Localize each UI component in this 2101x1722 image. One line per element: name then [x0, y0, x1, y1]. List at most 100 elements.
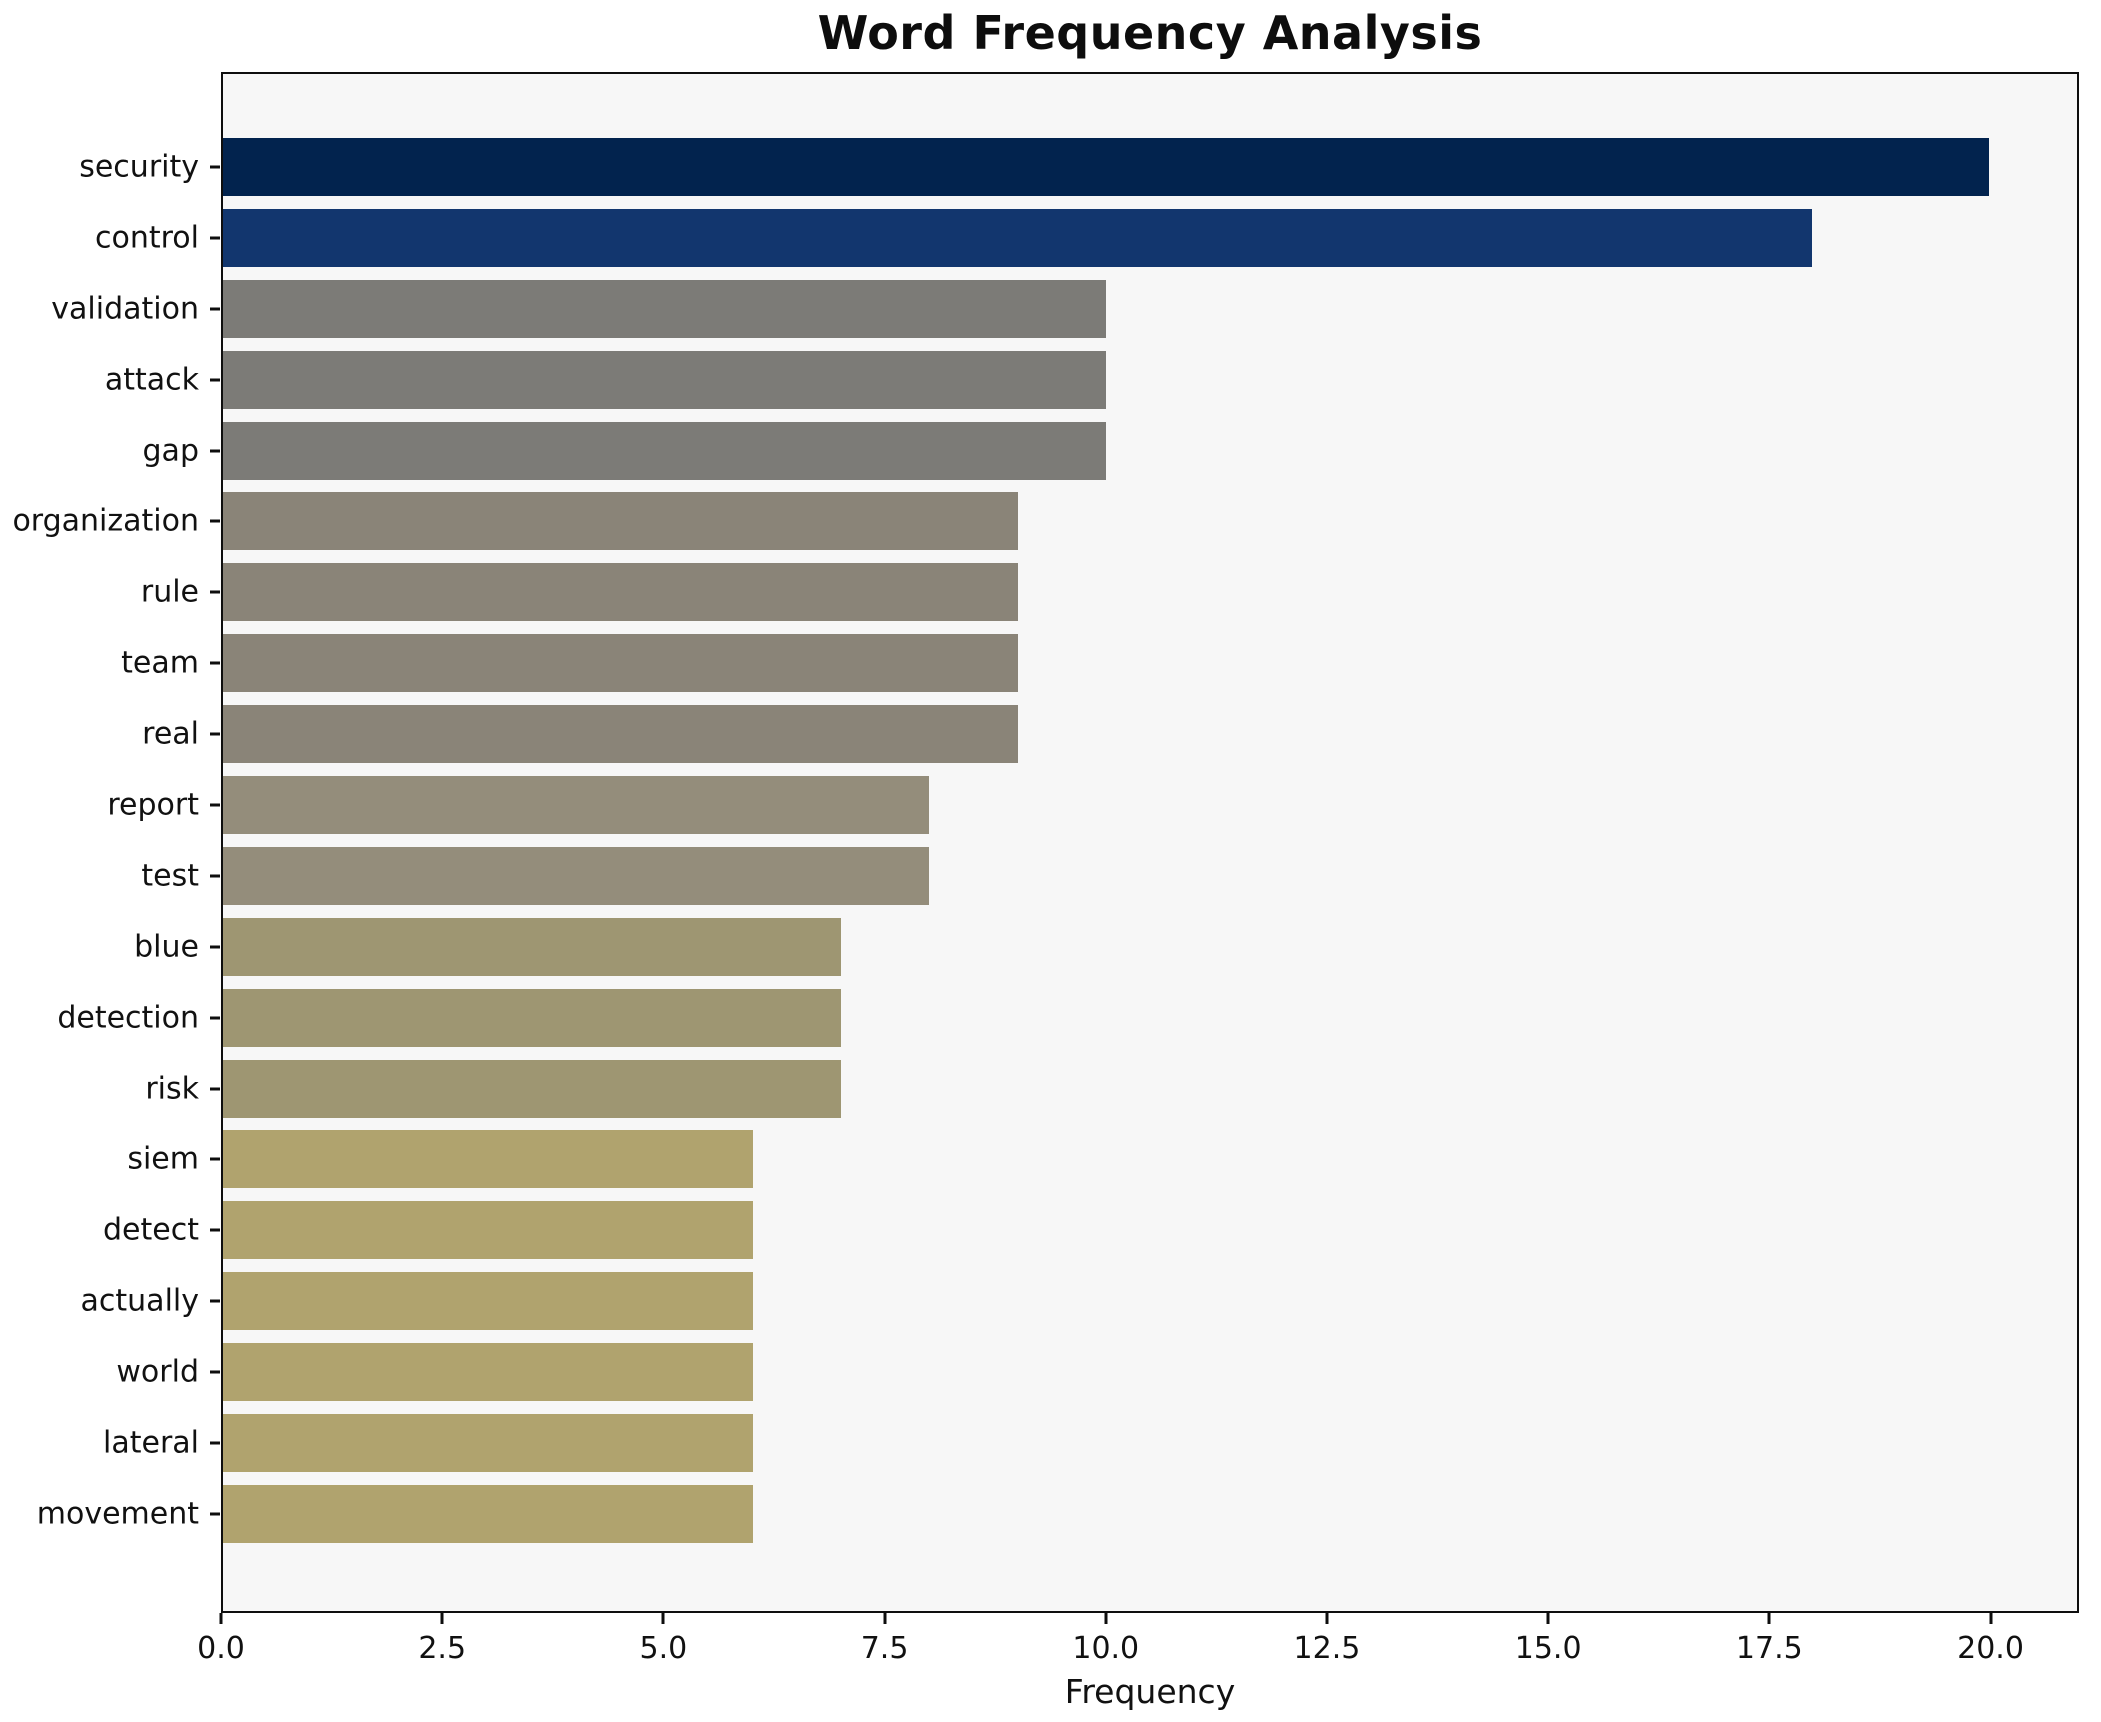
y-tick-mark	[210, 732, 220, 736]
bar-row: security	[79, 138, 2077, 196]
y-tick-label: attack	[104, 362, 199, 398]
y-tick-mark	[210, 165, 220, 169]
bar	[223, 988, 841, 1047]
bar	[223, 421, 1106, 480]
y-tick-label: risk	[145, 1071, 199, 1107]
y-tick-label: world	[116, 1354, 199, 1390]
y-tick-label: blue	[134, 929, 199, 965]
bar-row: rule	[141, 563, 2077, 622]
chart-title: Word Frequency Analysis	[817, 6, 1483, 60]
y-tick-label: actually	[80, 1283, 199, 1319]
bar	[223, 1059, 841, 1118]
y-tick-mark	[210, 874, 220, 878]
y-tick-label: rule	[140, 574, 199, 610]
bar	[223, 492, 1018, 551]
y-tick-mark	[210, 449, 220, 453]
y-tick-mark	[210, 803, 220, 807]
y-tick-label: siem	[127, 1141, 199, 1177]
y-tick-mark	[210, 661, 220, 665]
bar	[223, 846, 930, 905]
plot-area: security control validation attack gap organi…	[12, 72, 2079, 1613]
bar-row: risk	[145, 1059, 2077, 1118]
x-tick-label: 5.0	[639, 1631, 688, 1666]
y-tick-mark	[210, 1441, 220, 1445]
x-tick-mark	[883, 1613, 887, 1624]
y-tick-label: team	[121, 645, 199, 681]
bar	[223, 776, 930, 835]
y-tick-mark	[210, 307, 220, 311]
x-tick-label: 12.5	[1293, 1631, 1361, 1666]
bar-row: detect	[103, 1201, 2077, 1260]
bar	[223, 1484, 753, 1543]
bar	[223, 350, 1106, 409]
bar	[223, 1343, 753, 1402]
x-axis: 0.0 2.5 5.0 7.5 10.0 12.5 15.0 17.5 20.0	[197, 1613, 2079, 1713]
x-tick-mark	[1104, 1613, 1108, 1624]
y-tick-mark	[210, 1157, 220, 1161]
x-tick-mark	[661, 1613, 665, 1624]
y-tick-mark	[210, 378, 220, 382]
x-axis-label: Frequency	[1064, 1672, 1236, 1711]
bar-row: lateral	[103, 1414, 2077, 1473]
y-tick-mark	[210, 1299, 220, 1303]
y-tick-mark	[210, 1087, 220, 1091]
bar-row: movement	[37, 1484, 2077, 1543]
y-tick-label: detection	[57, 1000, 199, 1036]
bar-row: actually	[81, 1272, 2077, 1331]
y-tick-mark	[210, 1512, 220, 1516]
y-tick-label: organization	[12, 503, 199, 539]
bar	[223, 138, 1989, 196]
y-tick-label: report	[107, 787, 199, 823]
y-tick-label: gap	[142, 433, 199, 469]
y-tick-mark	[210, 945, 220, 949]
x-tick-mark	[1767, 1613, 1771, 1624]
y-tick-label: security	[79, 149, 199, 185]
y-tick-label: test	[141, 858, 199, 894]
x-tick-label: 0.0	[197, 1631, 245, 1666]
y-tick-label: control	[95, 220, 199, 256]
y-tick-label: validation	[51, 291, 199, 327]
bar	[223, 563, 1018, 622]
x-tick-label: 7.5	[860, 1631, 909, 1666]
x-tick-mark	[1546, 1613, 1550, 1624]
bar-row: world	[116, 1343, 2077, 1402]
x-tick-mark	[440, 1613, 444, 1624]
bar-row: attack	[105, 350, 2077, 409]
y-tick-mark	[210, 236, 220, 240]
bar	[223, 208, 1813, 267]
bar-row: control	[95, 208, 2077, 267]
y-tick-label: real	[142, 716, 199, 752]
x-tick-label: 15.0	[1514, 1631, 1582, 1666]
bar-row: real	[142, 705, 2077, 764]
y-tick-mark	[210, 1228, 220, 1232]
bar-row: gap	[143, 421, 2077, 480]
bar	[223, 634, 1018, 693]
x-tick-label: 20.0	[1957, 1631, 2024, 1666]
bar	[223, 705, 1018, 764]
x-tick-mark	[1325, 1613, 1329, 1624]
y-tick-mark	[210, 590, 220, 594]
bar	[223, 1130, 753, 1189]
bar	[223, 279, 1106, 338]
bar-row: blue	[134, 917, 2077, 976]
y-tick-label: lateral	[103, 1425, 199, 1461]
y-tick-label: detect	[103, 1212, 199, 1248]
bar-row: detection	[57, 988, 2077, 1047]
y-tick-label: movement	[36, 1496, 199, 1532]
bar-row: validation	[51, 279, 2077, 338]
y-tick-mark	[210, 519, 220, 523]
bar	[223, 917, 841, 976]
bar	[223, 1414, 753, 1473]
bar-row: team	[121, 634, 2077, 693]
x-tick-label: 10.0	[1072, 1631, 1140, 1666]
bars-layer: security control validation attack gap organi…	[12, 74, 2077, 1611]
x-tick-mark	[1989, 1613, 1993, 1624]
bar-row: organization	[12, 492, 2077, 551]
bar	[223, 1201, 753, 1260]
bar	[223, 1272, 753, 1331]
y-tick-mark	[210, 1016, 220, 1020]
x-tick-mark	[219, 1613, 223, 1624]
y-tick-mark	[210, 1370, 220, 1374]
bar-row: test	[141, 846, 2077, 905]
